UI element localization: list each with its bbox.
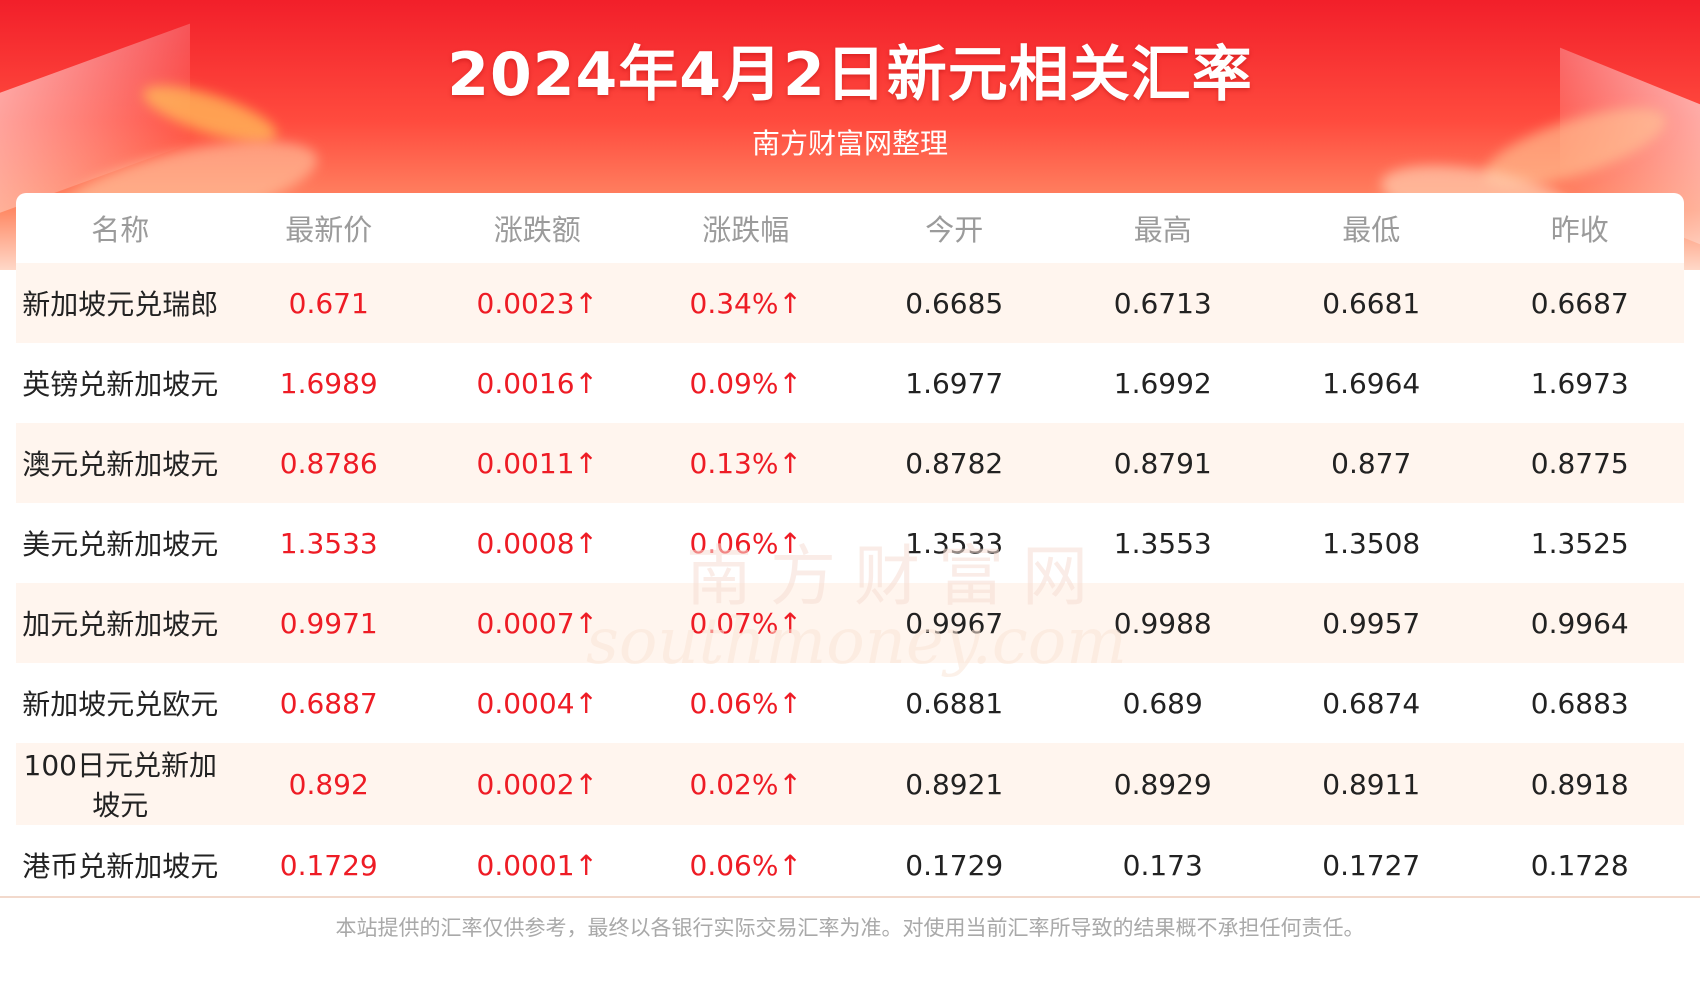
cell-low: 0.9957 — [1267, 583, 1476, 663]
cell-name: 港币兑新加坡元 — [16, 825, 225, 895]
cell-change-pct: 0.06%↑ — [641, 663, 850, 743]
cell-open: 1.6977 — [850, 343, 1059, 423]
cell-latest: 1.3533 — [224, 503, 433, 583]
table-row: 美元兑新加坡元 1.3533 0.0008↑ 0.06%↑ 1.3533 1.3… — [16, 503, 1684, 583]
cell-latest: 0.1729 — [224, 825, 433, 895]
cell-latest: 0.8786 — [224, 423, 433, 503]
cell-change-pct: 0.34%↑ — [641, 263, 850, 343]
cell-open: 0.9967 — [850, 583, 1059, 663]
cell-change-pct: 0.06%↑ — [641, 503, 850, 583]
cell-change: 0.0002↑ — [433, 743, 642, 825]
column-header-prev-close: 昨收 — [1550, 213, 1609, 247]
cell-prev-close: 0.8918 — [1475, 743, 1684, 825]
rates-card: 名称 最新价 涨跌额 涨跌幅 今开 最高 最低 昨收 新加坡元兑瑞郎 0.671… — [16, 193, 1684, 895]
table-row: 英镑兑新加坡元 1.6989 0.0016↑ 0.09%↑ 1.6977 1.6… — [16, 343, 1684, 423]
table-row: 加元兑新加坡元 0.9971 0.0007↑ 0.07%↑ 0.9967 0.9… — [16, 583, 1684, 663]
column-header-name: 名称 — [91, 213, 150, 247]
cell-low: 0.1727 — [1267, 825, 1476, 895]
cell-latest: 1.6989 — [224, 343, 433, 423]
cell-low: 0.8911 — [1267, 743, 1476, 825]
cell-latest: 0.671 — [224, 263, 433, 343]
cell-change: 0.0016↑ — [433, 343, 642, 423]
cell-open: 0.1729 — [850, 825, 1059, 895]
footer-divider — [0, 896, 1700, 898]
cell-prev-close: 0.1728 — [1475, 825, 1684, 895]
cell-name: 加元兑新加坡元 — [16, 583, 225, 663]
cell-low: 0.6874 — [1267, 663, 1476, 743]
cell-low: 1.3508 — [1267, 503, 1476, 583]
disclaimer-text: 本站提供的汇率仅供参考，最终以各银行实际交易汇率为准。对使用当前汇率所导致的结果… — [335, 916, 1365, 940]
cell-change-pct: 0.06%↑ — [641, 825, 850, 895]
column-header-latest: 最新价 — [285, 213, 373, 247]
cell-latest: 0.6887 — [224, 663, 433, 743]
cell-low: 0.6681 — [1267, 263, 1476, 343]
cell-change: 0.0023↑ — [433, 263, 642, 343]
table-header-row: 名称 最新价 涨跌额 涨跌幅 今开 最高 最低 昨收 — [16, 193, 1684, 263]
table-row: 澳元兑新加坡元 0.8786 0.0011↑ 0.13%↑ 0.8782 0.8… — [16, 423, 1684, 503]
table-row: 新加坡元兑瑞郎 0.671 0.0023↑ 0.34%↑ 0.6685 0.67… — [16, 263, 1684, 343]
cell-high: 0.6713 — [1058, 263, 1267, 343]
cell-latest: 0.892 — [224, 743, 433, 825]
cell-prev-close: 1.3525 — [1475, 503, 1684, 583]
cell-change: 0.0004↑ — [433, 663, 642, 743]
cell-high: 0.9988 — [1058, 583, 1267, 663]
cell-low: 0.877 — [1267, 423, 1476, 503]
cell-change-pct: 0.07%↑ — [641, 583, 850, 663]
table-row: 100日元兑新加坡元 0.892 0.0002↑ 0.02%↑ 0.8921 0… — [16, 743, 1684, 825]
cell-change: 0.0008↑ — [433, 503, 642, 583]
cell-change: 0.0007↑ — [433, 583, 642, 663]
rates-table: 名称 最新价 涨跌额 涨跌幅 今开 最高 最低 昨收 新加坡元兑瑞郎 0.671… — [16, 193, 1684, 895]
cell-change-pct: 0.09%↑ — [641, 343, 850, 423]
cell-prev-close: 0.9964 — [1475, 583, 1684, 663]
page-subtitle: 南方财富网整理 — [751, 127, 948, 160]
column-header-change: 涨跌额 — [493, 213, 581, 247]
table-row: 港币兑新加坡元 0.1729 0.0001↑ 0.06%↑ 0.1729 0.1… — [16, 825, 1684, 895]
cell-high: 0.173 — [1058, 825, 1267, 895]
cell-change: 0.0001↑ — [433, 825, 642, 895]
cell-prev-close: 1.6973 — [1475, 343, 1684, 423]
cell-open: 0.6685 — [850, 263, 1059, 343]
column-header-open: 今开 — [925, 213, 984, 247]
cell-name: 澳元兑新加坡元 — [16, 423, 225, 503]
cell-name: 新加坡元兑欧元 — [16, 663, 225, 743]
cell-name: 美元兑新加坡元 — [16, 503, 225, 583]
cell-name: 100日元兑新加坡元 — [16, 743, 225, 825]
cell-prev-close: 0.8775 — [1475, 423, 1684, 503]
cell-high: 0.8791 — [1058, 423, 1267, 503]
column-header-low: 最低 — [1342, 213, 1401, 247]
cell-high: 1.3553 — [1058, 503, 1267, 583]
cell-prev-close: 0.6883 — [1475, 663, 1684, 743]
cell-open: 0.8782 — [850, 423, 1059, 503]
table-row: 新加坡元兑欧元 0.6887 0.0004↑ 0.06%↑ 0.6881 0.6… — [16, 663, 1684, 743]
column-header-high: 最高 — [1133, 213, 1192, 247]
cell-low: 1.6964 — [1267, 343, 1476, 423]
cell-name: 新加坡元兑瑞郎 — [16, 263, 225, 343]
cell-high: 0.8929 — [1058, 743, 1267, 825]
cell-open: 1.3533 — [850, 503, 1059, 583]
cell-change: 0.0011↑ — [433, 423, 642, 503]
page-title: 2024年4月2日新元相关汇率 — [447, 40, 1253, 110]
column-header-change-pct: 涨跌幅 — [702, 213, 790, 247]
cell-open: 0.8921 — [850, 743, 1059, 825]
cell-high: 0.689 — [1058, 663, 1267, 743]
cell-name: 英镑兑新加坡元 — [16, 343, 225, 423]
cell-prev-close: 0.6687 — [1475, 263, 1684, 343]
cell-open: 0.6881 — [850, 663, 1059, 743]
cell-latest: 0.9971 — [224, 583, 433, 663]
cell-change-pct: 0.02%↑ — [641, 743, 850, 825]
cell-change-pct: 0.13%↑ — [641, 423, 850, 503]
cell-high: 1.6992 — [1058, 343, 1267, 423]
